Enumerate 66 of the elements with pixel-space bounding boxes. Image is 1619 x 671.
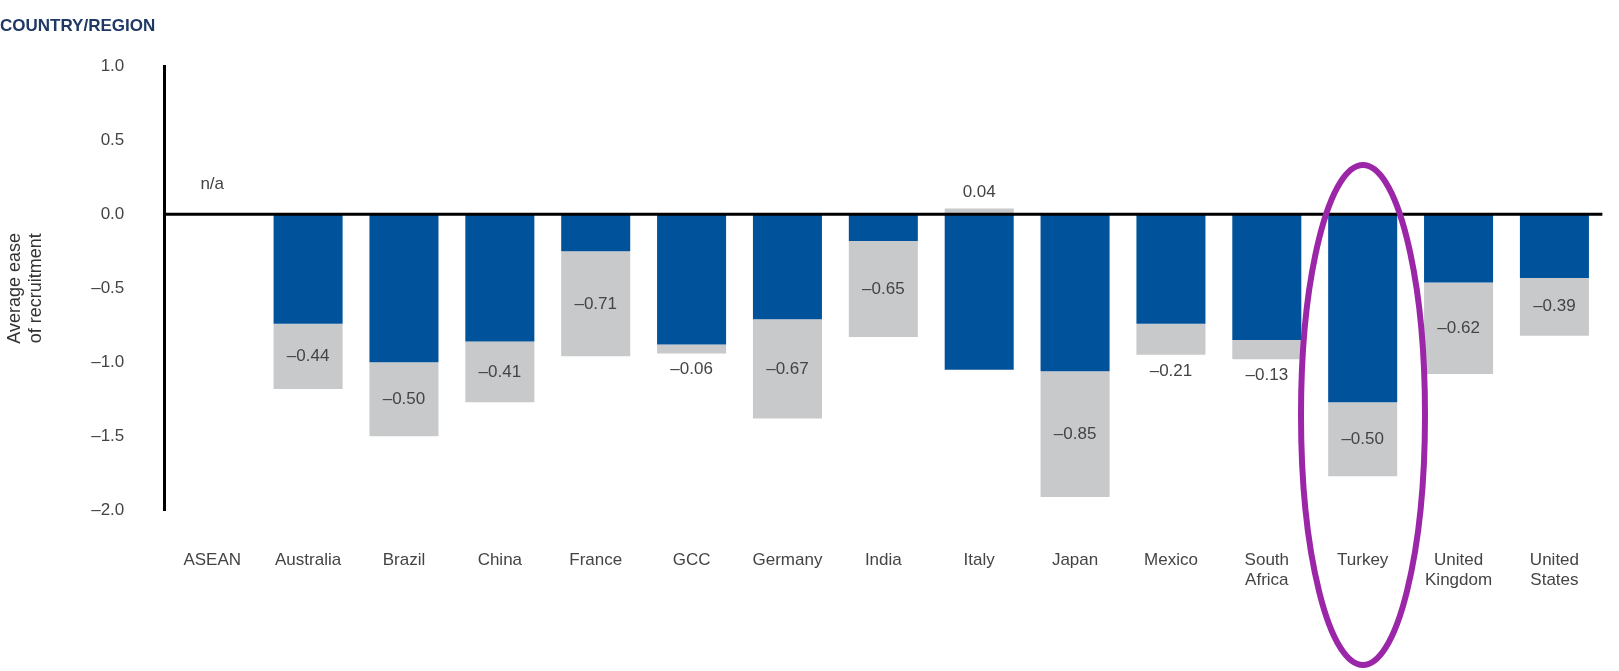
data-label: –0.50 [382,388,426,408]
x-tick-label: China [477,550,523,570]
data-label: –0.65 [862,278,905,298]
bar [1424,282,1494,375]
data-label: –0.62 [1437,317,1480,337]
data-label: –0.13 [1245,365,1289,384]
bar [273,214,343,324]
y-tick-label: –1.5 [91,425,125,445]
bar [561,251,631,357]
x-tick-label: Germany [752,550,823,570]
y-tick-label: 1.0 [100,56,125,76]
x-tick-label: France [569,550,623,570]
bar [1328,402,1398,477]
bar [752,319,822,419]
bar [848,214,918,241]
bar [1519,214,1589,278]
x-tick-label: South Africa [1244,550,1290,590]
data-label: 0.04 [962,182,996,202]
data-label: –0.21 [1149,360,1193,380]
bar [1040,214,1110,372]
x-tick-label: GCC [672,550,711,570]
bar [369,214,439,363]
x-tick-label: Italy [963,550,996,570]
bar [561,214,631,252]
bar [1232,340,1302,360]
y-axis-title: Average ease of recruitment [3,232,46,344]
y-tick-label: 0.0 [100,204,125,224]
data-label: –0.67 [766,358,809,378]
x-tick-label: Japan [1051,550,1099,570]
bar [657,214,727,345]
bar [1040,371,1110,497]
bar [1328,214,1398,403]
x-tick-label: Mexico [1144,550,1198,570]
bar [273,323,343,389]
bar [1519,277,1589,336]
data-label: –0.39 [1533,296,1576,316]
y-tick-label: 0.5 [100,130,125,150]
bar [1232,214,1302,341]
bar [752,214,822,320]
chart-title: COUNTRY/REGION [0,15,156,35]
x-tick-label: India [864,550,903,570]
data-label: –0.06 [670,359,713,379]
data-label: –0.41 [478,361,522,381]
annotation: n/a [200,174,225,194]
x-tick-label: Australia [275,550,342,570]
x-tick-label: Brazil [382,550,426,570]
bar [1136,214,1206,324]
y-tick-label: –2.0 [91,499,125,519]
bar [465,214,535,342]
data-label: –0.71 [574,293,617,313]
bar [1424,214,1494,283]
bar [848,240,918,338]
bar [1136,323,1206,355]
bar [944,214,1014,370]
x-tick-label: United Kingdom [1425,550,1493,590]
y-tick-label: –1.0 [91,351,125,371]
bar [465,341,535,403]
bar [657,344,727,354]
x-tick-label: Turkey [1337,550,1389,570]
y-tick-label: –0.5 [91,277,125,297]
x-tick-label: United States [1529,550,1579,590]
bar [369,362,439,437]
data-label: –0.50 [1341,428,1384,448]
data-label: –0.85 [1053,423,1097,443]
data-label: –0.44 [286,346,330,366]
x-tick-label: ASEAN [183,550,242,570]
